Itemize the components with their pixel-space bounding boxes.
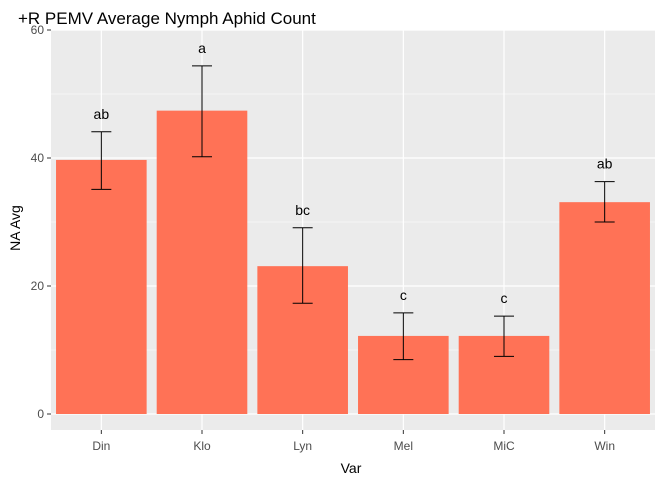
y-tick-label: 40 <box>31 151 45 165</box>
bar-klo <box>156 110 248 414</box>
x-tick-label: Win <box>594 439 615 453</box>
x-tick-label: Klo <box>193 439 211 453</box>
y-tick-label: 0 <box>37 407 44 421</box>
bar-win <box>559 202 650 414</box>
error-bar-lyn <box>292 227 313 304</box>
significance-letter: ab <box>94 106 110 122</box>
x-tick-label: Mel <box>394 439 413 453</box>
plot-panel <box>51 30 655 430</box>
significance-letters: ab a bc c c ab <box>94 40 613 306</box>
y-axis-title: NA Avg <box>7 205 23 251</box>
chart-title: +R PEMV Average Nymph Aphid Count <box>18 9 316 28</box>
bar-din <box>56 159 147 414</box>
significance-letter: bc <box>295 202 310 218</box>
y-tick-label: 20 <box>31 279 45 293</box>
x-tick-label: MiC <box>493 439 515 453</box>
y-tick-label: 60 <box>31 23 45 37</box>
error-bar-win <box>594 181 615 223</box>
x-tick-label: Din <box>92 439 110 453</box>
error-bar-din <box>91 131 112 190</box>
error-bar-mel <box>393 312 414 361</box>
x-axis-ticks: Din Klo Lyn Mel MiC Win <box>92 430 615 453</box>
error-bar-mic <box>494 315 514 357</box>
significance-letter: ab <box>597 156 613 172</box>
x-tick-label: Lyn <box>293 439 312 453</box>
error-bars <box>91 65 615 361</box>
panel-background <box>51 30 655 430</box>
bars <box>56 110 650 414</box>
significance-letter: a <box>198 40 206 56</box>
significance-letter: c <box>501 290 508 306</box>
error-bar-klo <box>192 65 212 158</box>
significance-letter: c <box>400 287 407 303</box>
y-axis-ticks: 0 20 40 60 <box>31 23 51 421</box>
x-axis-title: Var <box>341 460 362 476</box>
